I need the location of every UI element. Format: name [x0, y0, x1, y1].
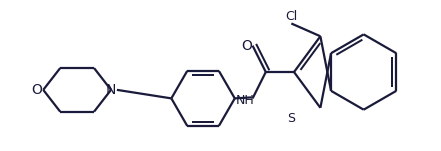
- Text: NH: NH: [235, 94, 254, 107]
- Text: Cl: Cl: [285, 10, 298, 23]
- Text: N: N: [106, 83, 116, 97]
- Text: O: O: [241, 39, 252, 53]
- Text: S: S: [288, 112, 295, 125]
- Text: O: O: [31, 83, 42, 97]
